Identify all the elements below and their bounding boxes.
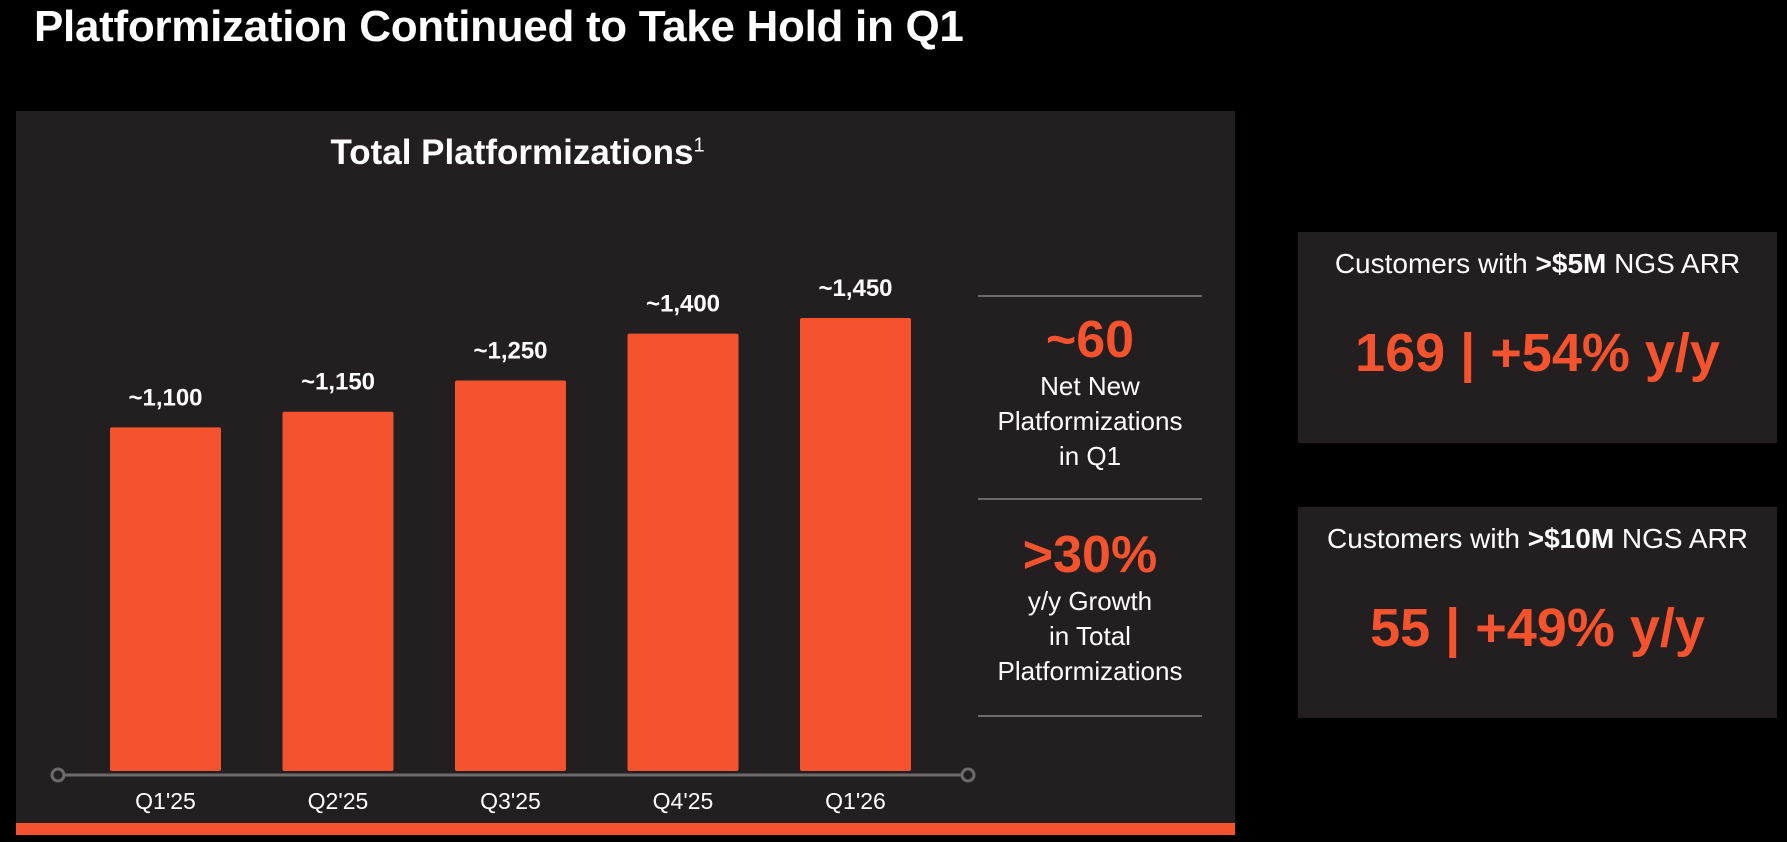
kpi-5m-value: 169 | +54% y/y	[1355, 323, 1720, 383]
data-label-2: ~1,250	[473, 337, 547, 364]
bar-chart: ~1,100 Q1'25 ~1,150 Q2'25 ~1,250 Q3'25 ~1,400 Q…	[50, 275, 976, 814]
kpi-10m-caption-pre: Customers with	[1327, 523, 1528, 554]
stat-growth-value: >30%	[1022, 526, 1158, 584]
bar-2	[455, 380, 566, 771]
kpi-5m-caption-post: NGS ARR	[1606, 248, 1741, 279]
chart-title-text: Total Platformizations	[330, 133, 694, 172]
chart-title-footnote: 1	[693, 134, 705, 157]
stat-net-new-value: ~60	[1045, 311, 1135, 369]
data-label-0: ~1,100	[128, 384, 202, 411]
bar-0	[110, 427, 221, 771]
chart-panel: Total Platformizations1 ~1,100 Q1'25 ~1,15…	[16, 111, 1235, 825]
bar-4	[800, 318, 911, 771]
data-label-4: ~1,450	[818, 275, 892, 302]
kpi-10m-value: 55 | +49% y/y	[1370, 598, 1705, 658]
stat-growth: >30% y/y Growth in Total Platformization…	[978, 500, 1202, 715]
stat-growth-line-2: in Total	[1049, 621, 1131, 651]
data-label-1: ~1,150	[301, 369, 375, 396]
kpi-10m-caption-bold: >$10M	[1527, 523, 1615, 554]
x-tick-label-1: Q2'25	[308, 788, 369, 814]
bar-1	[282, 411, 394, 771]
kpi-5m-caption-pre: Customers with	[1334, 248, 1536, 279]
stat-growth-line-3: Platformizations	[997, 656, 1183, 686]
chart-accent-bar	[16, 823, 1235, 835]
page-title: Platformization Continued to Take Hold i…	[34, 2, 964, 51]
stat-divider-bottom	[978, 715, 1202, 717]
kpi-card-10m: Customers with >$10M NGS ARR 55 | +49% y…	[1298, 507, 1777, 718]
stat-net-new-line-3: in Q1	[1058, 441, 1122, 471]
x-tick-label-3: Q4'25	[653, 788, 714, 814]
kpi-5m-caption-bold: >$5M	[1535, 248, 1607, 279]
stat-divider-top	[978, 295, 1202, 297]
axis-start-cap	[50, 767, 66, 783]
bar-3	[627, 333, 739, 771]
chart-title: Total Platformizations1	[16, 133, 1019, 173]
kpi-card-5m: Customers with >$5M NGS ARR 169 | +54% y…	[1298, 232, 1777, 443]
data-label-3: ~1,400	[646, 291, 720, 318]
stats-column: ~60 Net New Platformizations in Q1 >30% …	[978, 295, 1202, 717]
stat-net-new: ~60 Net New Platformizations in Q1	[978, 297, 1202, 498]
stat-net-new-line-2: Platformizations	[997, 406, 1183, 436]
kpi-5m-caption: Customers with >$5M NGS ARR	[1298, 248, 1777, 280]
x-tick-label-2: Q3'25	[480, 788, 541, 814]
x-tick-label-4: Q1'26	[825, 788, 886, 814]
stat-divider-middle	[978, 498, 1202, 500]
kpi-10m-caption-post: NGS ARR	[1614, 523, 1748, 554]
axis-end-cap	[960, 767, 976, 783]
x-tick-label-0: Q1'25	[135, 788, 196, 814]
kpi-10m-caption: Customers with >$10M NGS ARR	[1298, 523, 1777, 555]
stat-net-new-line-1: Net New	[1040, 371, 1140, 401]
stat-growth-line-1: y/y Growth	[1027, 586, 1153, 616]
